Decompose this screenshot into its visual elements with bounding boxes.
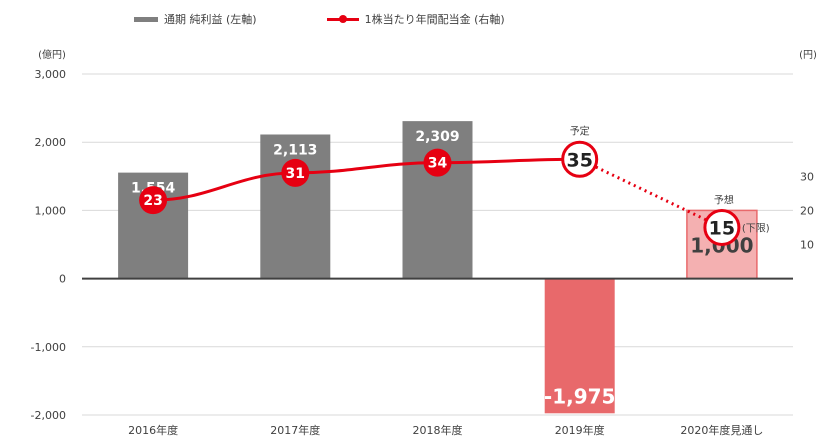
left-tick-label: 3,000 bbox=[35, 68, 67, 81]
right-tick-label: 20 bbox=[800, 204, 814, 217]
dividend-marker bbox=[139, 186, 168, 215]
dividend-value-label: 23 bbox=[143, 193, 162, 209]
dividend-value-label: 35 bbox=[566, 149, 592, 171]
dividend-marker bbox=[423, 148, 452, 177]
x-tick-label: 2020年度見通し bbox=[680, 423, 763, 437]
dividend-marker bbox=[561, 140, 599, 178]
legend-item-net-income: 通期 純利益 (左軸) bbox=[134, 11, 257, 27]
legend-bar-swatch bbox=[134, 16, 158, 22]
dividend-value-label: 31 bbox=[286, 166, 305, 182]
left-tick-label: 2,000 bbox=[35, 136, 67, 149]
left-tick-label: -1,000 bbox=[31, 341, 66, 354]
annotation-yotei: 予定 bbox=[570, 124, 590, 137]
bar-2019年度 bbox=[544, 278, 615, 414]
legend-label-net-income: 通期 純利益 (左軸) bbox=[164, 13, 257, 26]
annotation-yosou: 予想 bbox=[714, 193, 734, 206]
annotation-kagen: (下限) bbox=[742, 222, 770, 234]
dividend-line-solid bbox=[153, 157, 580, 202]
dividend-value-label: 34 bbox=[428, 156, 448, 172]
x-tick-label: 2017年度 bbox=[270, 423, 320, 437]
right-axis-unit: (円) bbox=[799, 50, 817, 61]
x-tick-label: 2019年度 bbox=[555, 423, 605, 437]
bar-2017年度 bbox=[260, 134, 331, 279]
dividend-marker bbox=[281, 158, 310, 187]
legend-item-dividend: 1株当たり年間配当金 (右軸) bbox=[326, 11, 505, 27]
bar-2018年度 bbox=[402, 121, 473, 279]
legend-line-swatch bbox=[326, 14, 359, 23]
right-tick-label: 30 bbox=[800, 170, 814, 183]
right-tick-label: 10 bbox=[800, 239, 814, 252]
left-tick-label: -2,000 bbox=[31, 409, 66, 422]
bar-value-label: -1,975 bbox=[544, 384, 616, 408]
left-tick-label: 1,000 bbox=[35, 204, 67, 217]
bar-value-label: 2,309 bbox=[415, 129, 459, 145]
dividend-line-dashed bbox=[579, 157, 723, 229]
dividend-value-label: 15 bbox=[709, 217, 735, 239]
left-tick-label: 0 bbox=[59, 273, 66, 286]
bar-value-label: 2,113 bbox=[273, 142, 317, 158]
legend: 通期 純利益 (左軸) 1株当たり年間配当金 (右軸) bbox=[134, 11, 575, 27]
x-tick-label: 2018年度 bbox=[413, 423, 463, 437]
x-tick-label: 2016年度 bbox=[128, 423, 178, 437]
left-axis-unit: (億円) bbox=[38, 48, 66, 61]
legend-label-dividend: 1株当たり年間配当金 (右軸) bbox=[364, 13, 505, 26]
dividend-marker bbox=[703, 208, 741, 246]
